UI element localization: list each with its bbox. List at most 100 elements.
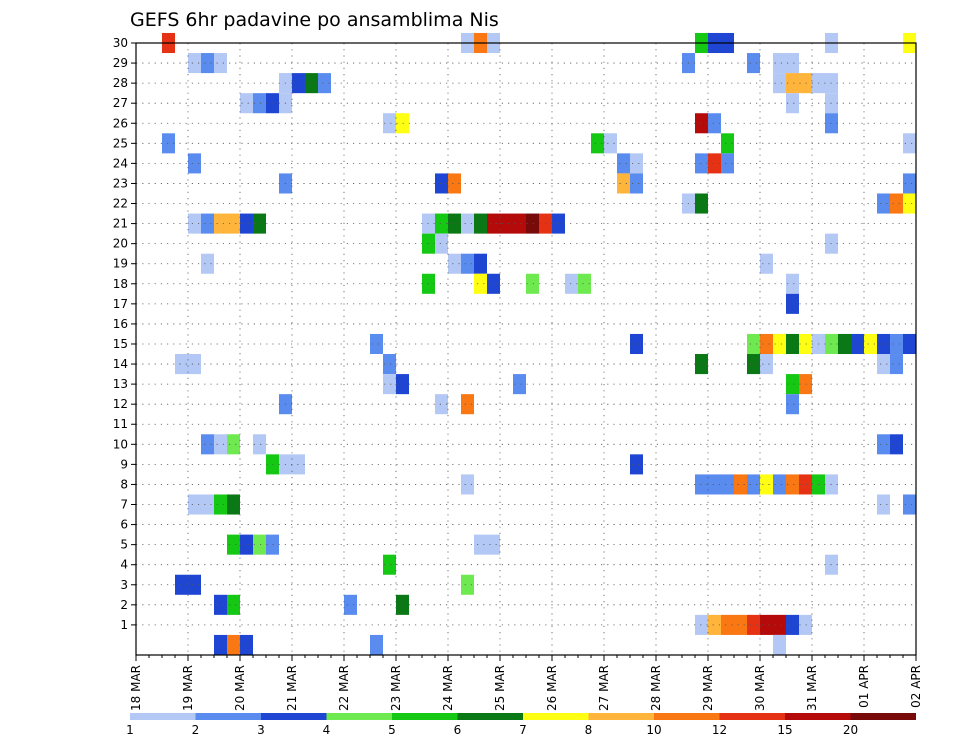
heatmap-cell (877, 434, 890, 455)
y-tick-label: 11 (113, 417, 128, 431)
x-tick-label: 20 MAR (233, 665, 247, 711)
heatmap-cell (526, 273, 539, 294)
heatmap-cell (773, 474, 786, 495)
heatmap-cell (201, 494, 214, 515)
heatmap-cell (773, 73, 786, 94)
heatmap-cell (396, 594, 409, 615)
y-tick-label: 3 (120, 578, 128, 592)
heatmap-cell (695, 614, 708, 635)
heatmap-cell (903, 494, 916, 515)
y-tick-label: 25 (113, 136, 128, 150)
heatmap-cell (760, 354, 773, 375)
heatmap-cell (188, 574, 201, 595)
heatmap-cell (214, 434, 227, 455)
heatmap-cell (435, 213, 448, 234)
heatmap-cell (513, 374, 526, 395)
y-tick-label: 26 (113, 116, 128, 130)
heatmap-cell (448, 173, 461, 194)
heatmap-cell (786, 293, 799, 314)
colorbar-swatch (654, 713, 720, 720)
heatmap-cell (435, 394, 448, 415)
heatmap-cell (799, 474, 812, 495)
x-tick-label: 19 MAR (181, 665, 195, 711)
colorbar-label: 8 (585, 723, 593, 737)
heatmap-cell (903, 133, 916, 154)
heatmap-cell (227, 494, 240, 515)
x-tick-label: 23 MAR (389, 665, 403, 711)
heatmap-cell (799, 614, 812, 635)
x-tick-label: 25 MAR (493, 665, 507, 711)
heatmap-cell (227, 434, 240, 455)
heatmap-cell (487, 213, 500, 234)
x-tick-label: 26 MAR (545, 665, 559, 711)
heatmap-cell (747, 53, 760, 74)
heatmap-cell (695, 193, 708, 214)
heatmap-cell (708, 474, 721, 495)
colorbar-label: 15 (777, 723, 792, 737)
colorbar-swatch (785, 713, 851, 720)
x-tick-label: 02 APR (909, 665, 923, 708)
heatmap-cell (799, 333, 812, 355)
colorbar-swatch (850, 713, 916, 720)
heatmap-cell (721, 474, 734, 495)
heatmap-cell (461, 474, 474, 495)
heatmap-cell (890, 434, 903, 455)
x-tick-label: 24 MAR (441, 665, 455, 711)
heatmap-cells (162, 32, 916, 655)
heatmap-cell (513, 213, 526, 234)
heatmap-cell (253, 93, 266, 114)
heatmap-cell (383, 374, 396, 395)
heatmap-cell (786, 73, 799, 94)
heatmap-cell (461, 574, 474, 595)
heatmap-cell (240, 634, 253, 655)
y-tick-label: 10 (113, 437, 128, 451)
colorbar-swatch (326, 713, 392, 720)
heatmap-cell (877, 333, 890, 355)
heatmap-cell (214, 594, 227, 615)
heatmap-cell (760, 253, 773, 274)
heatmap-cell (877, 494, 890, 515)
y-tick-label: 7 (120, 498, 128, 512)
y-tick-label: 8 (120, 477, 128, 491)
heatmap-cell (214, 53, 227, 74)
heatmap-cell (474, 253, 487, 274)
heatmap-cell (461, 253, 474, 274)
heatmap-cell (474, 534, 487, 555)
heatmap-cell (890, 354, 903, 375)
y-axis: 1234567891011121314151617181920212223242… (113, 36, 136, 632)
heatmap-cell (292, 454, 305, 475)
y-tick-label: 9 (120, 457, 128, 471)
y-tick-label: 2 (120, 598, 128, 612)
heatmap-cell (617, 153, 630, 174)
heatmap-cell (318, 73, 331, 94)
y-tick-label: 5 (120, 538, 128, 552)
colorbar-swatch (195, 713, 261, 720)
heatmap-cell (188, 213, 201, 234)
y-tick-label: 18 (113, 277, 128, 291)
heatmap-cell (773, 614, 786, 635)
heatmap-cell (799, 374, 812, 395)
heatmap-cell (721, 133, 734, 154)
colorbar-label: 2 (192, 723, 200, 737)
colorbar-label: 4 (323, 723, 331, 737)
heatmap-cell (396, 374, 409, 395)
heatmap-cell (838, 333, 851, 355)
heatmap-cell (617, 173, 630, 194)
y-tick-label: 23 (113, 176, 128, 190)
y-tick-label: 17 (113, 297, 128, 311)
colorbar-swatch (392, 713, 458, 720)
colorbar-label: 6 (454, 723, 462, 737)
colorbar-label: 3 (257, 723, 265, 737)
x-tick-label: 28 MAR (649, 665, 663, 711)
heatmap-cell (760, 333, 773, 355)
heatmap-cell (630, 153, 643, 174)
y-tick-label: 15 (113, 337, 128, 351)
y-tick-label: 21 (113, 217, 128, 231)
heatmap-cell (188, 153, 201, 174)
chart-title: GEFS 6hr padavine po ansamblima Nis (130, 9, 499, 31)
heatmap-cell (214, 213, 227, 234)
heatmap-cell (786, 333, 799, 355)
heatmap-cell (214, 634, 227, 655)
heatmap-cell (175, 574, 188, 595)
colorbar-swatch (130, 713, 196, 720)
